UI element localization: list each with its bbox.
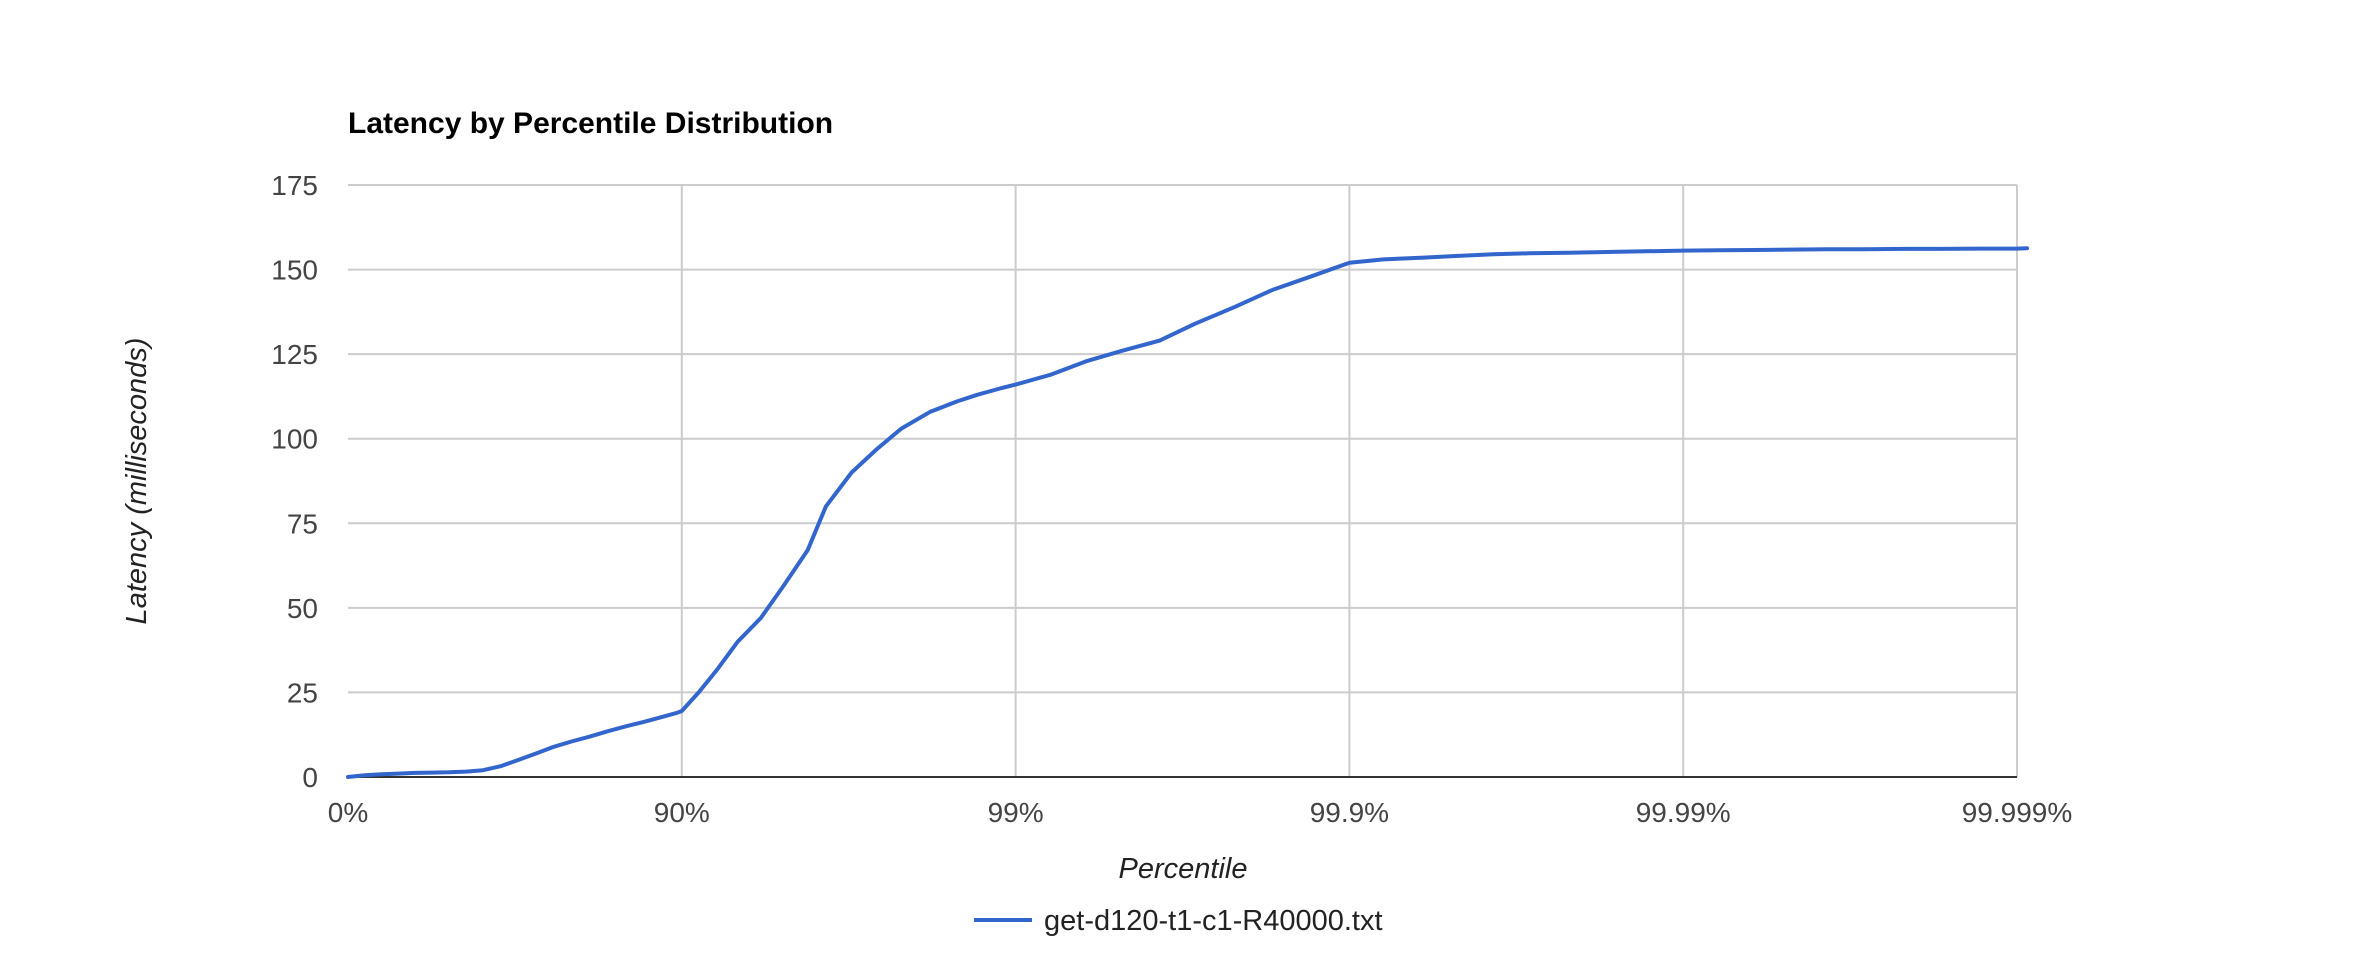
y-axis-title: Latency (milliseconds) (121, 338, 153, 625)
y-tick-label: 50 (287, 593, 318, 624)
x-tick-label: 99.99% (1636, 797, 1731, 828)
y-tick-label: 0 (302, 762, 318, 793)
series-line (346, 246, 2029, 779)
x-tick-label: 99.999% (1962, 797, 2073, 828)
x-gridlines (680, 185, 2018, 777)
x-tick-label: 0% (328, 797, 368, 828)
legend-label: get-d120-t1-c1-R40000.txt (1044, 905, 1383, 937)
y-tick-label: 75 (287, 508, 318, 539)
x-axis-title: Percentile (1119, 853, 1248, 885)
x-tick-label: 99.9% (1310, 797, 1389, 828)
x-tick-label: 99% (988, 797, 1044, 828)
y-gridlines (348, 184, 2017, 694)
x-tick-label: 90% (654, 797, 710, 828)
chart-title: Latency by Percentile Distribution (348, 107, 833, 140)
legend: get-d120-t1-c1-R40000.txt (974, 905, 1383, 937)
y-tick-label: 100 (271, 424, 318, 455)
y-tick-labels: 0 25 50 75 100 125 150 175 (271, 170, 318, 793)
x-tick-labels: 0% 90% 99% 99.9% 99.99% 99.999% (328, 797, 2073, 828)
y-tick-label: 150 (271, 255, 318, 286)
y-tick-label: 175 (271, 170, 318, 201)
y-tick-label: 25 (287, 677, 318, 708)
y-tick-label: 125 (271, 339, 318, 370)
